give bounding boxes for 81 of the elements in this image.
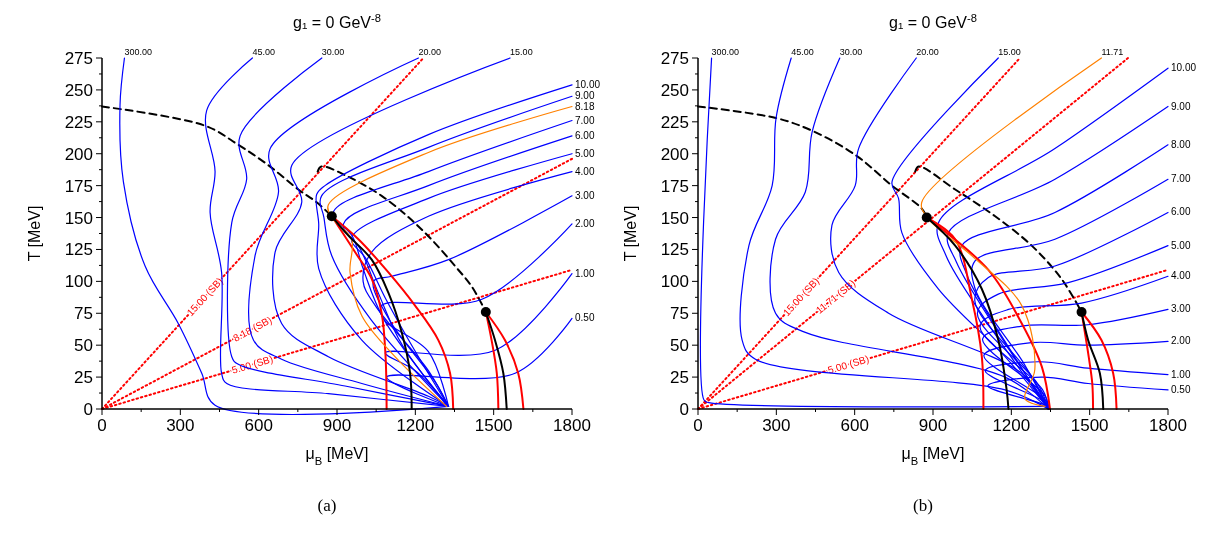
series-label: 6.00 <box>575 129 595 141</box>
series-label: 11.71 <box>1101 47 1124 57</box>
series-label: 1.00 <box>1171 368 1191 380</box>
series-label: 1.00 <box>575 267 595 279</box>
y-tick-label: 100 <box>64 272 93 292</box>
text: (a) <box>317 496 337 515</box>
series-label: 3.00 <box>575 189 595 201</box>
y-tick-label: 75 <box>74 304 93 324</box>
y-tick-label: 150 <box>64 208 93 228</box>
y-axis-title: T [MeV] <box>622 205 639 262</box>
x-tick-label: 300 <box>166 416 195 435</box>
x-axis-title: μ$_{B}$ [MeV] <box>901 445 965 467</box>
series-label: 15.00 <box>510 47 533 57</box>
x-tick-label: 900 <box>918 416 948 435</box>
text: (b) <box>913 496 933 515</box>
series-label: 9.00 <box>575 90 595 102</box>
y-tick-label: 25 <box>670 368 689 388</box>
series-label: 0.50 <box>1171 383 1191 395</box>
y-tick-label: 0 <box>83 400 93 419</box>
y-tick-label: 50 <box>670 336 689 356</box>
y-tick-label: 200 <box>64 144 93 164</box>
series-label: 300.00 <box>124 47 152 57</box>
series-label: 20.00 <box>418 47 441 57</box>
x-tick-label: 0 <box>97 416 107 435</box>
y-tick-label: 75 <box>670 304 689 324</box>
y-tick-label: 100 <box>660 272 689 292</box>
series-label: 30.00 <box>839 47 863 57</box>
x-tick-label: 1800 <box>553 416 591 435</box>
chart-title: g₁ = 0 GeV$^{-8}$ <box>889 12 977 31</box>
x-tick-label: 600 <box>244 416 273 435</box>
y-tick-label: 0 <box>679 400 689 419</box>
y-tick-label: 125 <box>660 240 689 260</box>
x-axis-title: μ$_{B}$ [MeV] <box>305 445 369 467</box>
series-label: 4.00 <box>1171 270 1191 282</box>
series-label: 7.00 <box>1171 173 1191 185</box>
x-tick-label: 600 <box>840 416 869 435</box>
x-tick-label: 0 <box>693 416 703 435</box>
x-tick-label: 1500 <box>1070 416 1109 435</box>
series-label: 8.18 <box>575 100 595 112</box>
series-label: 0.50 <box>575 312 595 324</box>
y-tick-label: 50 <box>74 336 93 356</box>
series-label: 5.00 <box>575 147 595 159</box>
y-tick-label: 175 <box>64 176 93 196</box>
series-label: 10.00 <box>1171 62 1197 74</box>
series-label: 300.00 <box>711 47 740 57</box>
text: 8.18 (SB) <box>231 314 274 344</box>
y-tick-label: 200 <box>660 144 689 164</box>
series-label: 45.00 <box>252 47 275 57</box>
series-label: 10.00 <box>575 78 601 90</box>
series-label: 4.00 <box>575 165 595 177</box>
x-tick-label: 300 <box>762 416 791 435</box>
x-tick-label: 1200 <box>992 416 1031 435</box>
y-tick-label: 250 <box>660 80 689 100</box>
series-label: 5.00 <box>1171 239 1191 251</box>
series-label: 20.00 <box>916 47 939 57</box>
y-tick-label: 175 <box>660 176 689 196</box>
y-tick-label: 275 <box>64 49 93 68</box>
x-tick-label: 1800 <box>1149 416 1187 435</box>
y-tick-label: 25 <box>74 368 93 388</box>
y-tick-label: 250 <box>64 80 93 100</box>
series-label: 7.00 <box>575 114 595 126</box>
series-label: 45.00 <box>791 47 814 57</box>
x-tick-label: 1200 <box>396 416 435 435</box>
series-label: 2.00 <box>1171 335 1191 347</box>
series-label: 8.00 <box>1171 138 1191 150</box>
x-tick-label: 900 <box>322 416 352 435</box>
y-axis-title: T [MeV] <box>26 205 43 262</box>
y-tick-label: 125 <box>64 240 93 260</box>
series-label: 6.00 <box>1171 206 1191 218</box>
series-label: 2.00 <box>575 217 595 229</box>
chart-title: g₁ = 0 GeV$^{-8}$ <box>293 12 381 31</box>
y-tick-label: 150 <box>660 208 689 228</box>
series-label: 30.00 <box>321 47 345 57</box>
y-tick-label: 275 <box>660 49 689 68</box>
series-label: 9.00 <box>1171 100 1191 112</box>
y-tick-label: 225 <box>660 112 689 132</box>
series-label: 15.00 <box>998 47 1021 57</box>
x-tick-label: 1500 <box>474 416 513 435</box>
series-label: 3.00 <box>1171 303 1191 315</box>
text: 5.00 (SB) <box>826 353 871 376</box>
y-tick-label: 225 <box>64 112 93 132</box>
